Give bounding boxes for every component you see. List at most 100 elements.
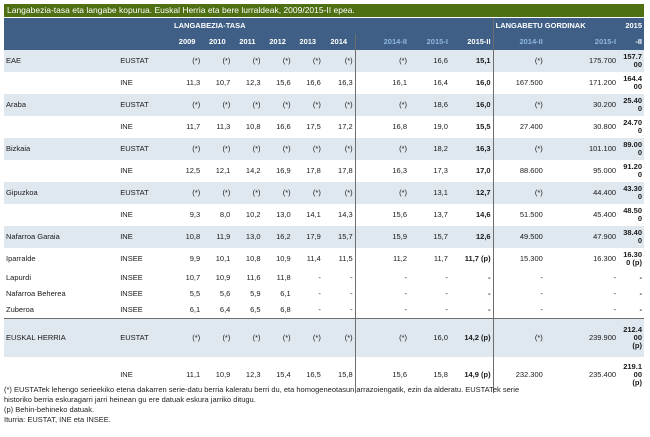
rate-cell: 16,6 xyxy=(276,122,291,131)
header-blank xyxy=(118,34,173,50)
table-row: Gipuzkoa EUSTAT (*) (*) (*) (*) (*) (*) (*) 13,1 1… xyxy=(4,182,644,204)
count-current-part: 91.20 xyxy=(623,162,642,171)
count-current-cell: 91.20 0 xyxy=(618,160,644,182)
table-title: Langabezia-tasa eta langabe kopurua. Eus… xyxy=(4,4,644,17)
count-cell: - xyxy=(492,302,545,319)
rate-cell: 11,5 xyxy=(338,254,353,263)
rate-cell: 12,7 xyxy=(476,188,491,197)
rate-cell: 16,6 xyxy=(433,56,448,65)
rate-cell: 14,3 xyxy=(338,210,353,219)
rate-cell: 14,2 (p) xyxy=(449,318,494,357)
rate-cell: 10,2 xyxy=(245,210,261,219)
rate-cell: 10,8 xyxy=(245,122,261,131)
count-cell: 171.200 xyxy=(588,78,617,87)
rate-cell: 16,4 xyxy=(433,78,448,87)
count-cell: 88.600 xyxy=(492,160,545,182)
rate-cell: (*) xyxy=(192,100,201,109)
rate-cell: (*) xyxy=(344,100,353,109)
rate-cell: 10,8 xyxy=(245,254,261,263)
region-label: Bizkaia xyxy=(6,144,31,153)
rate-cell: 9,3 xyxy=(189,210,201,219)
header-year: 2011 xyxy=(232,34,263,50)
count-cell: - xyxy=(492,270,545,286)
rate-cell: - xyxy=(350,273,353,282)
rate-cell: 15,6 xyxy=(354,204,409,226)
count-current-cell: - xyxy=(639,289,643,298)
rate-cell: (*) xyxy=(252,56,261,65)
rate-cell: 15,6 xyxy=(354,356,409,393)
rate-cell: - xyxy=(488,305,491,314)
rate-cell: 15,7 xyxy=(433,232,448,241)
count-cell: (*) xyxy=(492,182,545,204)
count-current-part: 0 xyxy=(637,170,642,179)
table-row: Lapurdi INSEE 10,7 10,9 11,6 11,8- - - - - - - - xyxy=(4,270,644,286)
region-label: Gipuzkoa xyxy=(6,188,38,197)
region-label xyxy=(4,72,118,94)
region-label xyxy=(4,204,118,226)
count-cell: 45.400 xyxy=(593,210,617,219)
header-rate-group: LANGABEZIA-TASA xyxy=(172,18,494,34)
footnote-3: (p) Behin-behineko datuak. xyxy=(4,405,95,414)
table-row: Araba EUSTAT (*) (*) (*) (*) (*) (*) (*) 18,6 16,0… xyxy=(4,94,644,116)
rate-cell: - xyxy=(350,305,353,314)
rate-cell: 15,1 xyxy=(476,56,491,65)
rate-cell: (*) xyxy=(344,188,353,197)
source-label: INE xyxy=(120,166,133,175)
source-label: EUSTAT xyxy=(120,56,149,65)
rate-cell: 16,2 xyxy=(276,232,291,241)
rate-cell: 15,5 xyxy=(476,122,491,131)
count-cell: (*) xyxy=(492,318,545,357)
rate-cell: (*) xyxy=(262,318,293,357)
unemployment-table: LANGABEZIA-TASA LANGABETU GORDINAK 2015 200… xyxy=(4,18,644,393)
count-cell: - xyxy=(613,273,617,282)
header-blank xyxy=(4,18,119,34)
rate-cell: (*) xyxy=(312,56,321,65)
rate-cell: 17,3 xyxy=(433,166,448,175)
count-current-part: 25.40 xyxy=(623,96,642,105)
rate-cell: (*) xyxy=(252,100,261,109)
count-current-part: 157.7 xyxy=(623,52,642,61)
count-cell: 44.400 xyxy=(593,188,617,197)
rate-cell: (*) xyxy=(322,318,356,357)
count-cell: 95.000 xyxy=(593,166,617,175)
count-current-part: 16.30 xyxy=(623,250,642,259)
source-label: INE xyxy=(120,210,133,219)
count-current-cell: - xyxy=(639,305,643,314)
rate-cell: - xyxy=(318,273,321,282)
region-label xyxy=(4,160,118,182)
count-cell: (*) xyxy=(492,94,545,116)
rate-cell: 6,1 xyxy=(189,305,201,314)
count-current-part: 00 xyxy=(633,369,642,379)
header-year: 2015-II xyxy=(449,34,494,50)
rate-cell: 16,1 xyxy=(354,72,409,94)
header-count-col: 2014-II xyxy=(492,34,545,50)
rate-cell: 10,9 xyxy=(276,254,291,263)
count-current-part: 0 xyxy=(637,214,642,223)
rate-cell: - xyxy=(350,289,353,298)
rate-cell: 8,0 xyxy=(219,210,231,219)
count-current-part: 48.50 xyxy=(623,206,642,215)
count-cell: 175.700 xyxy=(588,56,617,65)
rate-cell: 16,3 xyxy=(354,160,409,182)
table-row: EUSKAL HERRIA EUSTAT (*) (*) (*) (*) (*) (*) (*)… xyxy=(4,318,644,357)
rate-cell: 10,7 xyxy=(185,273,201,282)
source-label: EUSTAT xyxy=(120,100,149,109)
source-label: INE xyxy=(120,78,133,87)
rate-cell: 9,9 xyxy=(189,254,201,263)
footnote-4: Iturria: EUSTAT, INE eta INSEE. xyxy=(4,415,111,424)
rate-cell: (*) xyxy=(282,188,291,197)
header-year: 2010 xyxy=(202,34,233,50)
count-current-part: 0 xyxy=(637,236,642,245)
rate-cell: (*) xyxy=(192,56,201,65)
header-last-top: 2015 xyxy=(618,18,644,34)
header-count-col: 2015-I xyxy=(544,34,619,50)
table-row: INE 11,3 10,7 12,3 15,6 16,6 16,3 16,1 16,4 16,0 1… xyxy=(4,72,644,94)
rate-cell: - xyxy=(354,270,409,286)
count-current-cell: 48.50 0 xyxy=(618,204,644,226)
rate-cell: (*) xyxy=(282,56,291,65)
rate-cell: 15,4 xyxy=(276,369,291,379)
count-current-part: 0 xyxy=(637,104,642,113)
rate-cell: 13,1 xyxy=(433,188,448,197)
header-year: 2013 xyxy=(292,34,323,50)
